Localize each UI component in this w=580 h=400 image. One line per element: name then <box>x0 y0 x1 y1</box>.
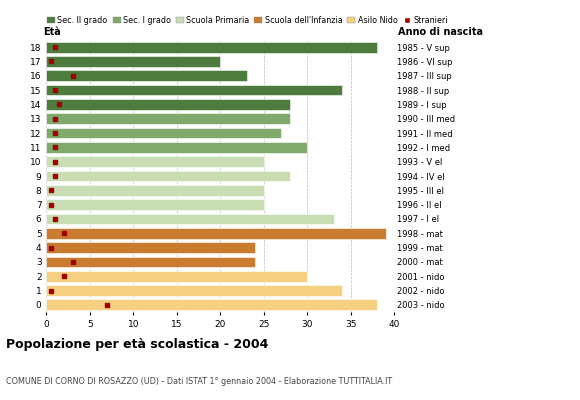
Text: Anno di nascita: Anno di nascita <box>398 27 483 37</box>
Bar <box>46 128 281 138</box>
Bar <box>46 300 377 310</box>
Bar <box>46 228 386 239</box>
Bar <box>46 156 264 167</box>
Bar <box>46 214 333 224</box>
Bar <box>46 42 377 52</box>
Bar <box>46 271 307 282</box>
Bar <box>46 70 246 81</box>
Text: COMUNE DI CORNO DI ROSAZZO (UD) - Dati ISTAT 1° gennaio 2004 - Elaborazione TUTT: COMUNE DI CORNO DI ROSAZZO (UD) - Dati I… <box>6 377 392 386</box>
Bar <box>46 242 255 253</box>
Bar <box>46 285 342 296</box>
Bar <box>46 99 290 110</box>
Bar <box>46 256 255 267</box>
Bar <box>46 185 264 196</box>
Bar <box>46 113 290 124</box>
Bar <box>46 56 220 67</box>
Bar <box>46 199 264 210</box>
Text: Età: Età <box>43 27 61 37</box>
Bar <box>46 171 290 181</box>
Bar <box>46 142 307 153</box>
Bar <box>46 85 342 96</box>
Legend: Sec. II grado, Sec. I grado, Scuola Primaria, Scuola dell'Infanzia, Asilo Nido, : Sec. II grado, Sec. I grado, Scuola Prim… <box>47 16 448 25</box>
Text: Popolazione per età scolastica - 2004: Popolazione per età scolastica - 2004 <box>6 338 268 351</box>
